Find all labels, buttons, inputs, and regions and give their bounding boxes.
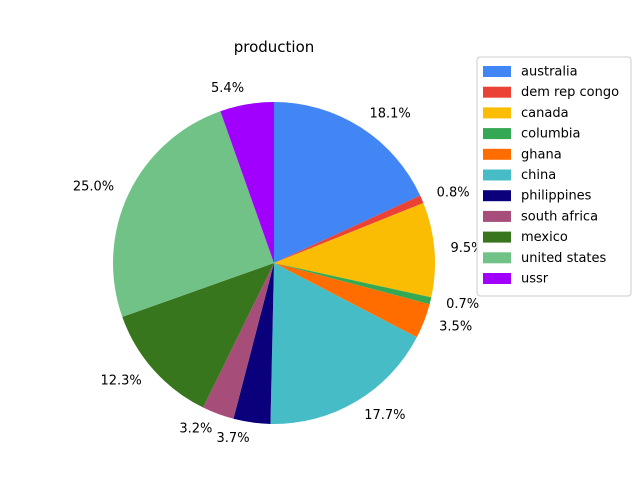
pct-label-ghana: 3.5% [439, 319, 472, 334]
pie-slice-philippines [233, 263, 274, 424]
legend-label-china: china [521, 168, 556, 183]
legend-frame [476, 56, 632, 297]
pct-label-united-states: 25.0% [73, 179, 114, 194]
legend-label-united-states: united states [521, 251, 607, 266]
legend-swatch-philippines [483, 190, 511, 202]
legend-swatch-ussr [483, 273, 511, 284]
legend-label-ghana: ghana [521, 147, 562, 162]
pct-label-columbia: 0.7% [446, 297, 479, 312]
legend-label-mexico: mexico [521, 230, 568, 245]
legend-swatch-dem-rep-congo [483, 86, 511, 98]
pct-label-philippines: 3.7% [217, 431, 250, 446]
pie-slice-dem-rep-congo [274, 195, 424, 263]
pct-label-dem-rep-congo: 0.8% [437, 185, 470, 200]
legend-swatch-mexico [483, 231, 511, 243]
legend: australia dem rep congo canada columbia ghan… [476, 56, 632, 297]
legend-label-south-africa: south africa [521, 209, 598, 224]
pie-slice-columbia [274, 263, 432, 305]
legend-label-dem-rep-congo: dem rep congo [521, 85, 619, 100]
legend-swatch-china [483, 169, 511, 181]
legend-swatch-canada [483, 107, 511, 119]
pie-slice-ussr [220, 102, 274, 263]
legend-label-columbia: columbia [521, 127, 580, 142]
legend-swatch-columbia [483, 128, 511, 140]
pct-label-ussr: 5.4% [211, 81, 244, 96]
legend-swatch-south-africa [483, 210, 511, 222]
pie-slices [112, 102, 436, 425]
pie-slice-ghana [274, 263, 430, 338]
legend-label-australia: australia [521, 65, 578, 80]
pie-slice-united-states [112, 111, 274, 317]
pct-label-south-africa: 3.2% [179, 422, 212, 437]
pie-slice-china [270, 263, 417, 425]
legend-swatch-ghana [483, 148, 511, 160]
legend-swatch-australia [483, 66, 511, 77]
pct-label-china: 17.7% [364, 408, 405, 423]
legend-label-canada: canada [521, 106, 569, 121]
pie-slice-canada [274, 202, 436, 298]
pct-label-canada: 9.5% [450, 241, 483, 256]
legend-swatch-united-states [483, 252, 511, 264]
percentage-labels: 18.1% 0.8% 9.5% 0.7% 3.5% 17.7% 3.7% 3.2% 12.3% 2… [73, 81, 484, 446]
pct-label-mexico: 12.3% [100, 373, 141, 388]
chart-title: production [234, 38, 315, 56]
legend-label-ussr: ussr [521, 272, 549, 287]
legend-label-philippines: philippines [521, 189, 592, 204]
pct-label-australia: 18.1% [369, 106, 410, 121]
pie-slice-mexico [122, 263, 274, 408]
pie-slice-australia [274, 102, 421, 263]
pie-slice-south-africa [203, 263, 274, 419]
